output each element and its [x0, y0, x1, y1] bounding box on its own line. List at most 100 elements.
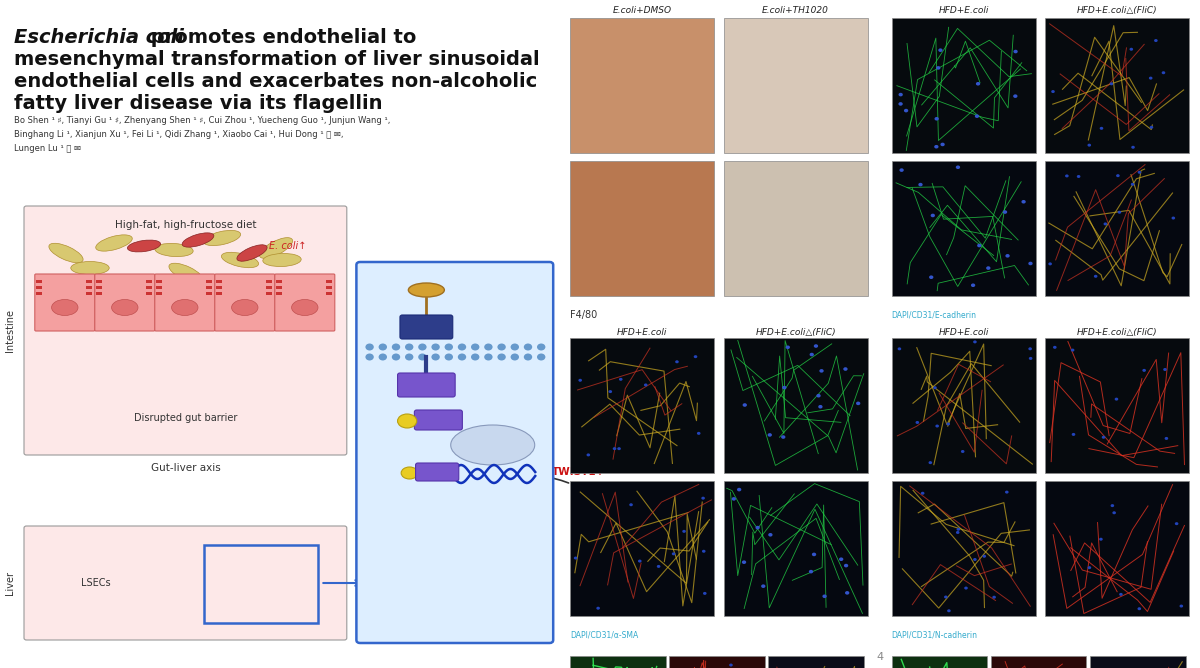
FancyBboxPatch shape	[768, 656, 864, 668]
FancyBboxPatch shape	[275, 274, 335, 331]
Circle shape	[1049, 263, 1052, 265]
Circle shape	[1112, 511, 1116, 514]
Text: 4: 4	[876, 652, 883, 662]
Ellipse shape	[172, 299, 198, 315]
Circle shape	[732, 497, 736, 501]
Circle shape	[1110, 82, 1114, 86]
Circle shape	[1154, 39, 1158, 42]
Circle shape	[809, 570, 814, 573]
FancyBboxPatch shape	[892, 18, 1036, 153]
Bar	[206, 280, 212, 283]
Circle shape	[742, 560, 746, 564]
Ellipse shape	[71, 261, 109, 275]
Circle shape	[1087, 144, 1091, 147]
Circle shape	[971, 283, 976, 287]
Ellipse shape	[52, 299, 78, 315]
Bar	[266, 286, 272, 289]
FancyBboxPatch shape	[570, 338, 714, 473]
Circle shape	[944, 595, 948, 599]
Circle shape	[1115, 397, 1118, 401]
Circle shape	[973, 341, 977, 343]
Circle shape	[608, 390, 612, 393]
FancyBboxPatch shape	[892, 338, 1036, 473]
Circle shape	[1006, 490, 1009, 494]
FancyBboxPatch shape	[724, 18, 868, 153]
FancyBboxPatch shape	[415, 463, 458, 481]
Circle shape	[1142, 369, 1146, 372]
Circle shape	[1120, 593, 1123, 596]
Ellipse shape	[155, 243, 193, 257]
Circle shape	[406, 343, 413, 351]
Circle shape	[934, 386, 937, 389]
Circle shape	[786, 345, 790, 349]
Text: P65: P65	[428, 415, 449, 425]
Circle shape	[511, 343, 520, 351]
Circle shape	[1110, 504, 1114, 507]
Bar	[36, 292, 42, 295]
Circle shape	[898, 347, 901, 350]
Circle shape	[934, 145, 938, 148]
Circle shape	[961, 450, 965, 453]
Circle shape	[1102, 436, 1105, 439]
Bar	[146, 280, 152, 283]
FancyBboxPatch shape	[1090, 656, 1186, 668]
Text: DAPI/CD31/E-cadherin: DAPI/CD31/E-cadherin	[892, 310, 977, 319]
Bar	[86, 280, 92, 283]
Circle shape	[935, 425, 938, 428]
Circle shape	[1028, 262, 1033, 265]
Text: Nucleus: Nucleus	[482, 427, 527, 437]
Circle shape	[638, 560, 642, 562]
Ellipse shape	[451, 425, 535, 465]
Ellipse shape	[49, 243, 83, 263]
Text: Bo Shen ¹ ♯, Tianyi Gu ¹ ♯, Zhenyang Shen ¹ ♯, Cui Zhou ¹, Yuecheng Guo ¹, Junju: Bo Shen ¹ ♯, Tianyi Gu ¹ ♯, Zhenyang She…	[14, 116, 391, 125]
Circle shape	[931, 214, 935, 217]
Circle shape	[1129, 47, 1133, 51]
Ellipse shape	[222, 253, 258, 268]
Circle shape	[1076, 175, 1080, 178]
Circle shape	[587, 454, 590, 456]
Circle shape	[1021, 200, 1026, 204]
Circle shape	[574, 556, 577, 560]
FancyBboxPatch shape	[991, 656, 1086, 668]
Circle shape	[761, 584, 766, 588]
Bar	[36, 286, 42, 289]
Circle shape	[1013, 94, 1018, 98]
Circle shape	[365, 353, 374, 361]
Circle shape	[916, 421, 919, 424]
Circle shape	[672, 552, 676, 555]
Circle shape	[973, 558, 977, 561]
Circle shape	[1104, 222, 1108, 225]
Circle shape	[938, 48, 943, 52]
Circle shape	[845, 591, 850, 595]
Circle shape	[941, 143, 944, 146]
Circle shape	[1070, 349, 1074, 351]
FancyBboxPatch shape	[570, 161, 714, 296]
Ellipse shape	[182, 233, 214, 247]
Circle shape	[1163, 368, 1166, 371]
FancyBboxPatch shape	[397, 373, 455, 397]
Text: E. coli↑: E. coli↑	[269, 241, 306, 251]
Circle shape	[444, 353, 454, 361]
Circle shape	[976, 82, 980, 86]
Ellipse shape	[112, 299, 138, 315]
Circle shape	[536, 343, 545, 351]
Circle shape	[1117, 210, 1121, 214]
Circle shape	[814, 344, 818, 348]
Circle shape	[1138, 607, 1141, 611]
Circle shape	[613, 447, 617, 450]
Circle shape	[781, 436, 786, 439]
FancyBboxPatch shape	[724, 338, 868, 473]
Text: Binghang Li ¹, Xianjun Xu ¹, Fei Li ¹, Qidi Zhang ¹, Xiaobo Cai ¹, Hui Dong ¹ 👤 : Binghang Li ¹, Xianjun Xu ¹, Fei Li ¹, Q…	[14, 130, 344, 139]
Circle shape	[730, 663, 733, 667]
Circle shape	[1014, 49, 1018, 53]
Text: ZO-1↓: ZO-1↓	[142, 289, 170, 299]
Text: LSECs: LSECs	[82, 578, 110, 588]
Circle shape	[656, 565, 660, 568]
Circle shape	[470, 343, 480, 351]
Circle shape	[956, 528, 960, 531]
Circle shape	[992, 596, 996, 599]
Circle shape	[485, 353, 492, 361]
Circle shape	[844, 564, 848, 567]
Ellipse shape	[408, 283, 444, 297]
Circle shape	[1003, 210, 1007, 214]
